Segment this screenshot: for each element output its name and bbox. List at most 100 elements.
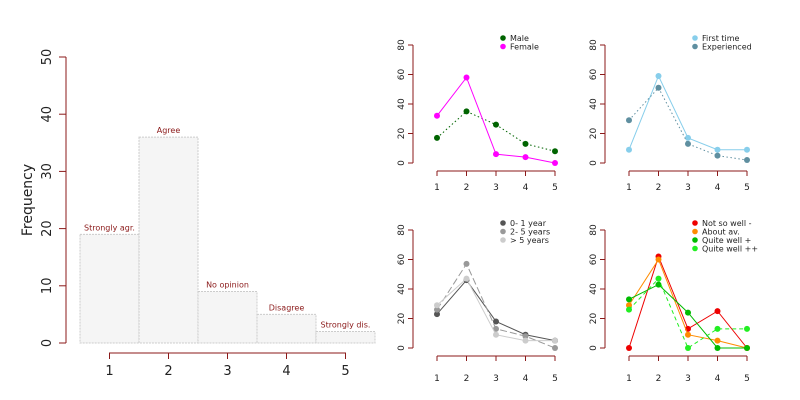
series-point <box>655 84 662 91</box>
panel-x-tick-label: 3 <box>685 374 691 384</box>
series-point <box>522 333 529 340</box>
series-point <box>714 337 721 344</box>
legend-marker <box>692 228 698 235</box>
legend-marker <box>692 35 698 41</box>
legend-label: About av. <box>702 228 740 237</box>
bar <box>138 136 199 344</box>
series-point <box>463 74 470 81</box>
series-point <box>552 345 558 351</box>
legend-marker <box>692 237 698 243</box>
panel-y-tick-label: 20 <box>397 313 407 325</box>
bar-x-tick-label: 5 <box>341 364 349 379</box>
series-point <box>493 121 499 128</box>
series-point <box>434 302 440 309</box>
series-point <box>552 148 558 155</box>
bar-y-tick-label: 50 <box>40 49 55 66</box>
series-point <box>493 331 499 338</box>
series-point <box>714 308 721 315</box>
bar <box>315 331 376 344</box>
panel-x-tick-label: 1 <box>626 374 632 384</box>
series-point <box>522 154 529 161</box>
panel-x-tick-label: 5 <box>552 183 558 193</box>
series-point <box>714 146 721 153</box>
legend-marker <box>500 43 506 50</box>
bar-x-tick-label: 1 <box>105 364 113 379</box>
panel-x-tick-label: 4 <box>523 374 529 384</box>
series-point <box>626 345 632 351</box>
bar-x-tick-label: 3 <box>223 364 231 379</box>
bar-label: No opinion <box>206 281 249 290</box>
legend-marker <box>692 43 698 50</box>
panel-y-tick-label: 0 <box>589 345 599 351</box>
panel-y-tick-label: 60 <box>589 69 599 81</box>
bar-chart: Frequency 0 10 20 30 40 50 Strongly agr. 1 Agree… <box>20 49 376 379</box>
panel-y-tick-label: 20 <box>589 313 599 325</box>
series-point <box>714 325 721 332</box>
series-point <box>626 296 632 303</box>
bar-chart-ylabel: Frequency <box>20 164 36 236</box>
panel-x-tick-label: 2 <box>656 374 662 384</box>
bar-y-tick-label: 0 <box>40 339 55 347</box>
series-point <box>714 345 721 351</box>
legend-marker <box>692 245 698 252</box>
panel-y-tick-label: 80 <box>397 224 407 236</box>
series-point <box>463 108 470 115</box>
series-point <box>744 146 750 153</box>
series-point <box>655 275 662 282</box>
panel-x-tick-label: 4 <box>715 374 721 384</box>
panel-y-tick-label: 20 <box>397 128 407 140</box>
series-point <box>626 117 632 124</box>
panel-x-tick-label: 3 <box>493 374 499 384</box>
legend-marker <box>692 220 698 226</box>
legend-label: 0- 1 year <box>510 219 547 228</box>
panel-x-tick-label: 4 <box>715 183 721 193</box>
bar-plot-area: 0 10 20 30 40 50 Strongly agr. 1 Agree 2 No opinio… <box>40 49 376 379</box>
bar-label: Disagree <box>269 303 305 312</box>
legend-marker <box>500 220 506 226</box>
series-point <box>655 72 662 79</box>
panel-x-tick-label: 1 <box>434 183 440 193</box>
series-line <box>628 86 748 161</box>
series-point <box>626 306 632 313</box>
legend-marker <box>500 35 506 41</box>
series-point <box>685 345 691 351</box>
panel-x-tick-label: 2 <box>464 374 470 384</box>
bar-y-tick-label: 30 <box>40 163 55 180</box>
series-point <box>493 325 499 332</box>
bar-x-tick-label: 2 <box>164 364 172 379</box>
series-line <box>436 76 556 164</box>
panel-y-tick-label: 60 <box>397 254 407 266</box>
bar-y-tick-label: 40 <box>40 106 55 123</box>
series-point <box>685 309 691 316</box>
bar-label: Strongly agr. <box>84 223 135 232</box>
series-point <box>626 146 632 153</box>
panel-x-tick-label: 2 <box>656 183 662 193</box>
panel-y-tick-label: 20 <box>589 128 599 140</box>
legend-marker <box>500 228 506 235</box>
panel-x-tick-label: 5 <box>744 183 750 193</box>
legend-label: Experienced <box>702 43 752 52</box>
panel-y-tick-label: 0 <box>589 160 599 166</box>
panel-x-tick-label: 1 <box>626 183 632 193</box>
panel-y-tick-label: 40 <box>397 283 407 295</box>
series-point <box>522 337 529 344</box>
panel-x-tick-label: 3 <box>493 183 499 193</box>
legend-label: First time <box>702 34 740 43</box>
panel-y-tick-label: 80 <box>397 39 407 51</box>
legend-label: > 5 years <box>510 236 549 245</box>
series-point <box>685 134 691 141</box>
panel-y-tick-label: 40 <box>589 98 599 110</box>
series-point <box>493 151 499 158</box>
panel-x-tick-label: 5 <box>552 374 558 384</box>
panel-y-tick-label: 0 <box>397 160 407 166</box>
series-point <box>434 306 440 313</box>
series-point <box>744 345 750 351</box>
panel-y-tick-label: 40 <box>397 98 407 110</box>
series-point <box>522 140 529 147</box>
panel-y-tick-label: 60 <box>397 69 407 81</box>
bar <box>79 233 140 344</box>
panel-x-tick-label: 5 <box>744 374 750 384</box>
panel-x-tick-label: 1 <box>434 374 440 384</box>
